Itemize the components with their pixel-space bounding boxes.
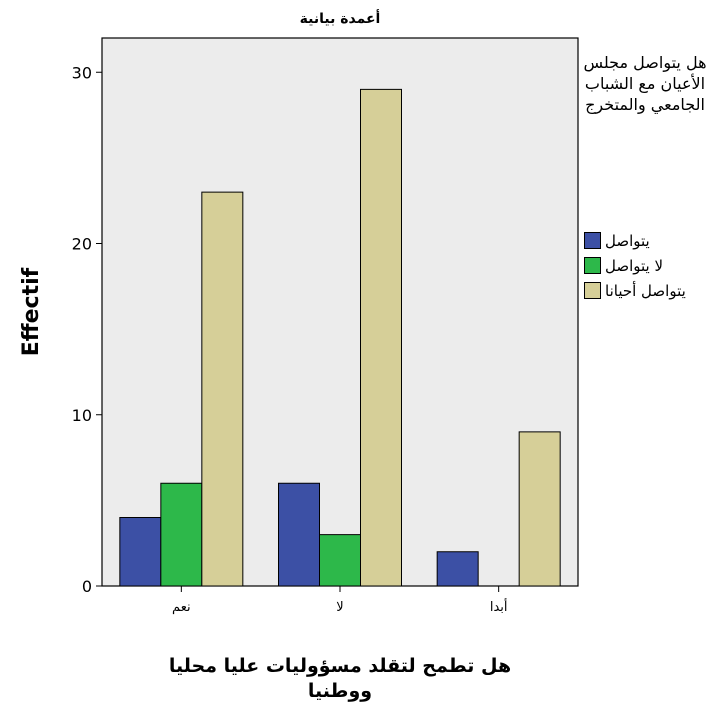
- bar: [319, 534, 361, 587]
- x-tick-label: أبدا: [490, 598, 508, 615]
- legend-label: لا يتواصل: [605, 256, 664, 275]
- legend-item: يتواصل أحيانا: [584, 278, 686, 303]
- legend-swatch: [584, 282, 601, 299]
- legend-label: يتواصل: [605, 231, 650, 250]
- legend-item: لا يتواصل: [584, 253, 686, 278]
- bar: [201, 191, 244, 587]
- y-tick-label: 10: [72, 406, 92, 425]
- y-tick-label: 30: [72, 63, 92, 82]
- bars-group: [119, 88, 561, 587]
- bar: [518, 431, 561, 587]
- x-axis-label: هل تطمح لتقلد مسؤوليات عليا محليا ووطنيا: [169, 655, 511, 702]
- bar: [160, 482, 203, 587]
- chart-title: أعمدة بيانية: [300, 9, 381, 27]
- y-tick-label: 0: [82, 577, 92, 596]
- x-tick-label: نعم: [172, 600, 191, 615]
- legend-item: يتواصل: [584, 228, 686, 253]
- bar: [436, 551, 479, 587]
- y-tick-label: 20: [72, 235, 92, 254]
- y-axis-ticks: 0 10 20 30: [72, 63, 102, 596]
- bar: [278, 482, 320, 587]
- y-axis-label: Effectif: [19, 267, 44, 356]
- legend-swatch: [584, 232, 601, 249]
- bar: [360, 88, 402, 587]
- legend: يتواصل لا يتواصل يتواصل أحيانا: [584, 228, 686, 303]
- legend-title: هل يتواصل مجلس الأعيان مع الشباب الجامعي…: [583, 53, 707, 114]
- legend-swatch: [584, 257, 601, 274]
- bar: [119, 517, 162, 587]
- legend-label: يتواصل أحيانا: [605, 281, 686, 300]
- x-axis-ticks: نعم لا أبدا: [172, 586, 508, 615]
- x-tick-label: لا: [336, 600, 343, 615]
